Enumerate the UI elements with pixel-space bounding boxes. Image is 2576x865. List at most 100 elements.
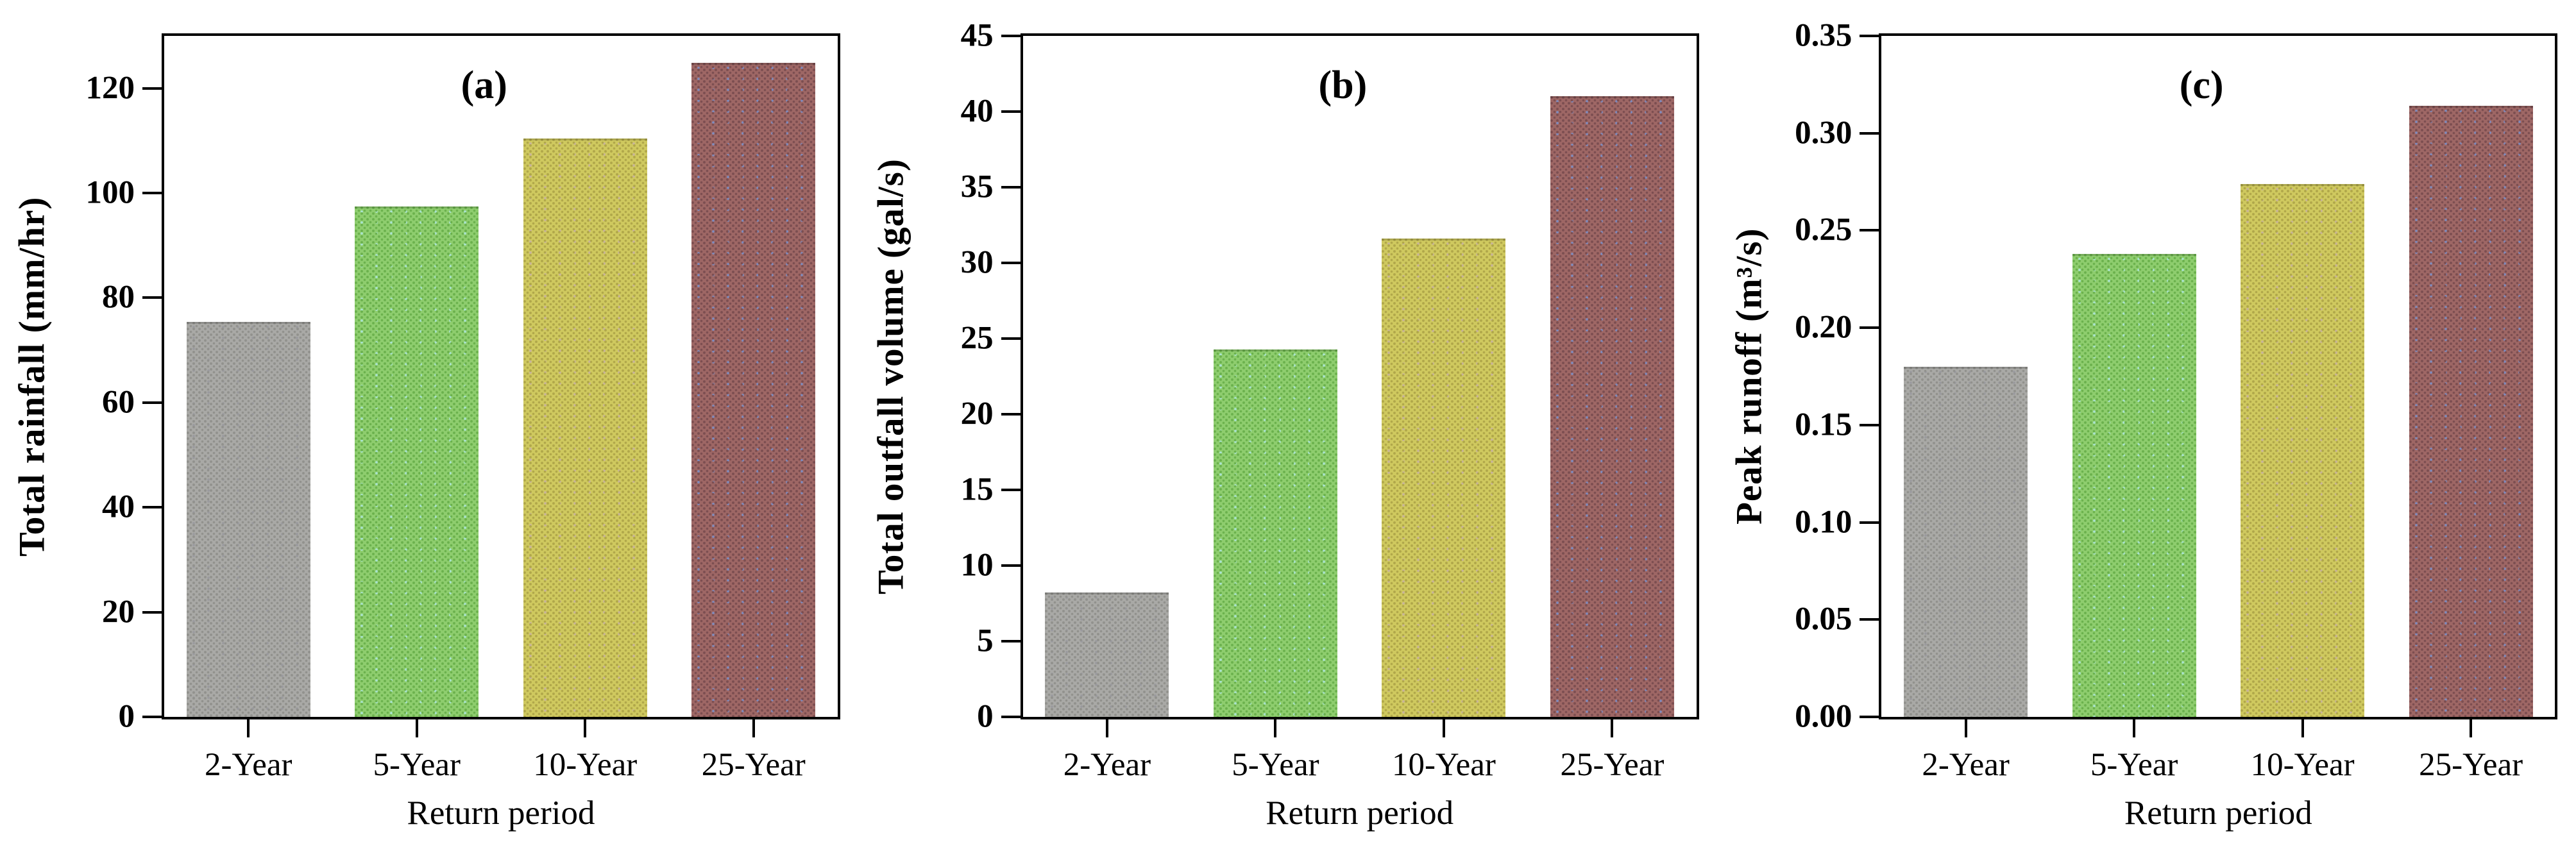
- x-tick-label: 10-Year: [533, 747, 638, 783]
- bar-slot: [2387, 36, 2555, 717]
- panel-label: (b): [1318, 63, 1368, 107]
- y-tick: [1001, 489, 1021, 491]
- y-tick-label: 0.20: [1795, 309, 1852, 346]
- y-tick-label: 10: [960, 547, 994, 584]
- y-tick: [1860, 229, 1879, 232]
- bars-layer: [1881, 36, 2555, 717]
- y-tick-label: 80: [102, 279, 135, 315]
- x-tick: [752, 719, 755, 737]
- x-tick-label: 5-Year: [1232, 747, 1319, 783]
- y-tick: [1001, 564, 1021, 567]
- x-tick-label: 2-Year: [205, 747, 292, 783]
- y-tick-label: 0.10: [1795, 504, 1852, 541]
- y-tick-label: 0: [118, 698, 135, 735]
- y-tick: [1860, 131, 1879, 135]
- y-tick-label: 25: [960, 320, 994, 357]
- bar-slot: [1528, 36, 1697, 717]
- x-tick: [584, 719, 587, 737]
- y-tick: [1001, 110, 1021, 113]
- x-tick: [1611, 719, 1614, 737]
- x-tick-label: 5-Year: [2090, 747, 2178, 783]
- x-tick-label: 25-Year: [2419, 747, 2523, 783]
- y-axis-title: Total rainfall (mm/hr): [12, 196, 53, 557]
- plot-area: (c) 0.00 0.05 0.10 0.15 0.20 0.25 0.30 0.35 2-Yea…: [1795, 19, 2558, 783]
- y-tick: [142, 610, 162, 614]
- x-tick: [2133, 719, 2136, 737]
- x-tick-label: 2-Year: [1922, 747, 2010, 783]
- y-axis-title: Peak runoff (m³/s): [1729, 228, 1770, 525]
- panel-label: (c): [2179, 63, 2224, 107]
- y-tick: [142, 401, 162, 404]
- y-tick: [1001, 186, 1021, 189]
- y-tick: [1001, 262, 1021, 264]
- y-tick: [1001, 337, 1021, 340]
- x-axis-title: Return period: [1266, 794, 1454, 832]
- y-tick-label: 0.00: [1795, 698, 1852, 735]
- y-tick-label: 5: [977, 623, 994, 659]
- x-tick-label: 10-Year: [1391, 747, 1496, 783]
- y-tick-label: 0.05: [1795, 601, 1852, 637]
- bar-25-year: [1550, 96, 1674, 717]
- y-tick: [1001, 640, 1021, 642]
- bar-2-year: [186, 322, 310, 717]
- x-tick-label: 25-Year: [701, 747, 806, 783]
- y-tick: [142, 506, 162, 509]
- bar-10-year: [1382, 239, 1506, 717]
- plot-area: (b) 0 5 10 15 20 25 30 35 40 45 2-Year 5-Year 10-Year…: [961, 19, 1699, 783]
- x-tick: [1105, 719, 1108, 737]
- y-tick: [1860, 423, 1879, 426]
- y-tick-label: 15: [960, 471, 994, 508]
- bars-layer: [164, 36, 838, 717]
- bar-25-year: [691, 63, 816, 717]
- bars-layer: [1023, 36, 1697, 717]
- bar-5-year: [355, 206, 479, 717]
- y-tick: [142, 87, 162, 90]
- x-tick-label: 5-Year: [373, 747, 461, 783]
- bar-25-year: [2409, 106, 2533, 717]
- y-tick-label: 40: [102, 489, 135, 525]
- y-tick-label: 60: [102, 384, 135, 421]
- y-tick-label: 100: [85, 174, 135, 211]
- x-tick: [1274, 719, 1277, 737]
- x-axis-title: Return period: [2124, 794, 2312, 832]
- bar-slot: [2218, 36, 2387, 717]
- bar-2-year: [1045, 592, 1169, 717]
- bar-slot: [501, 36, 670, 717]
- plot-area: (a) 0 20 40 60 80 100 120 2-Year 5-Year 10-Year 25-…: [86, 33, 840, 783]
- bar-slot: [2050, 36, 2219, 717]
- x-tick: [1442, 719, 1445, 737]
- y-tick: [1860, 35, 1879, 37]
- y-tick: [1860, 618, 1879, 621]
- y-tick-label: 35: [960, 169, 994, 205]
- y-tick-label: 0.30: [1795, 115, 1852, 151]
- bar-5-year: [2072, 253, 2196, 717]
- y-tick: [142, 296, 162, 299]
- x-tick-label: 25-Year: [1560, 747, 1665, 783]
- bar-slot: [1360, 36, 1529, 717]
- x-tick-label: 2-Year: [1063, 747, 1151, 783]
- x-axis-title: Return period: [407, 794, 595, 832]
- bar-10-year: [523, 139, 647, 717]
- y-axis-title: Total outfall volume (gal/s): [870, 158, 911, 594]
- y-tick: [1860, 521, 1879, 524]
- y-tick: [1001, 413, 1021, 416]
- bar-slot: [670, 36, 838, 717]
- y-tick-label: 0.25: [1795, 212, 1852, 248]
- y-tick-label: 40: [960, 93, 994, 130]
- x-tick: [2470, 719, 2473, 737]
- y-tick-label: 20: [102, 594, 135, 630]
- x-tick: [2301, 719, 2304, 737]
- y-tick-label: 45: [960, 17, 994, 54]
- y-tick-label: 20: [960, 396, 994, 432]
- panel-a: Total rainfall (mm/hr) (a) 0 20 40 60 80 100 120…: [0, 0, 859, 865]
- bar-10-year: [2241, 183, 2365, 717]
- y-tick: [1860, 326, 1879, 330]
- y-tick-label: 0.15: [1795, 407, 1852, 443]
- y-tick: [1860, 716, 1879, 718]
- panel-label: (a): [461, 63, 507, 107]
- x-tick-label: 10-Year: [2250, 747, 2355, 783]
- x-tick: [247, 719, 250, 737]
- y-tick: [1001, 35, 1021, 37]
- x-tick: [415, 719, 418, 737]
